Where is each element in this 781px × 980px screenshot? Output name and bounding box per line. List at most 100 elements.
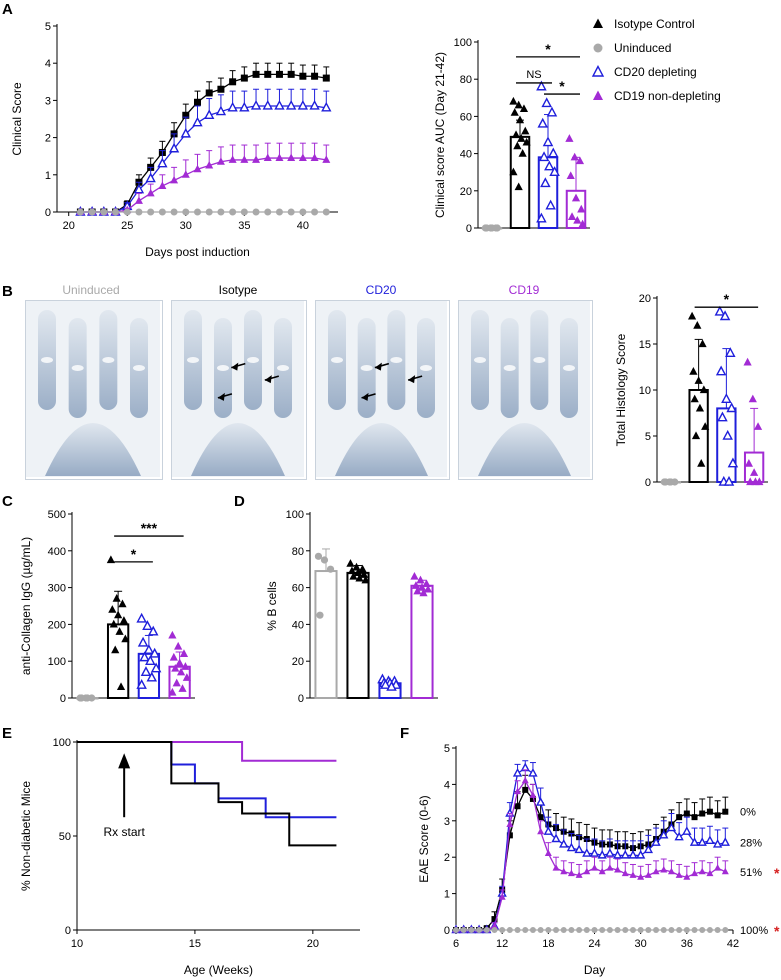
data-point-uninduced: [182, 208, 190, 216]
panel-letter-c: C: [2, 493, 13, 510]
data-point-cd20: [719, 310, 731, 321]
data-point-cd20: [612, 849, 623, 859]
histology-joint: [41, 357, 53, 363]
histology-arrow-head: [217, 392, 225, 401]
data-point-cd19: [252, 155, 261, 163]
legend-marker-isotype: [593, 18, 603, 28]
data-point-uninduced: [147, 208, 155, 216]
data-point-cd20: [559, 838, 569, 848]
x-tick-label: 20: [63, 220, 75, 232]
data-point-isotype: [112, 594, 121, 602]
data-point-cd19: [683, 873, 691, 880]
data-point-isotype: [106, 555, 115, 564]
data-point-cd19: [298, 153, 307, 162]
data-point-cd20: [705, 835, 715, 845]
data-point-cd19: [181, 170, 190, 178]
histology-joint: [102, 357, 115, 363]
data-point-cd20: [712, 838, 723, 848]
data-point-cd19: [193, 164, 202, 173]
data-point-cd19: [182, 673, 191, 681]
data-point-cd19: [413, 586, 422, 595]
data-point-cd20: [536, 212, 547, 223]
data-point-uninduced: [264, 208, 272, 216]
x-tick-label: 15: [189, 938, 201, 950]
bar-isotype: [509, 135, 531, 229]
data-point-isotype: [240, 74, 248, 82]
data-point-isotype: [311, 72, 319, 80]
end-label: 51%: [740, 867, 762, 879]
legend-marker-uninduced: [593, 43, 603, 53]
data-point-isotype: [514, 100, 523, 109]
data-point-uninduced: [170, 208, 178, 216]
data-point-uninduced: [583, 927, 590, 933]
y-tick-label: 60: [292, 583, 304, 595]
data-point-uninduced: [112, 208, 120, 216]
data-point-cd20: [574, 844, 584, 854]
data-point-isotype: [361, 575, 370, 584]
histology-joint: [71, 365, 84, 371]
end-label-star: *: [774, 865, 780, 881]
data-point-isotype: [509, 96, 518, 105]
data-point-cd19: [575, 871, 583, 878]
data-point-cd19: [419, 588, 428, 597]
data-point-cd20: [536, 80, 547, 91]
data-point-cd19: [552, 864, 560, 871]
histology-joint: [217, 365, 229, 371]
data-point-cd19: [621, 869, 629, 877]
chart-D_bar: 0 20 40 60 80 100 % B cells: [265, 509, 438, 705]
y-axis-label: anti-Collagen IgG (µg/mL): [19, 537, 33, 675]
data-point-uninduced: [320, 556, 329, 564]
y-tick-label: 2: [45, 133, 51, 145]
data-point-cd19: [146, 188, 155, 197]
data-point-cd20: [635, 849, 646, 859]
data-point-cd19: [263, 153, 272, 162]
x-tick-label: 25: [121, 220, 133, 232]
data-point-cd20: [180, 127, 191, 138]
data-point-cd19: [287, 153, 296, 162]
data-point-uninduced: [275, 208, 283, 216]
y-tick-label: 60: [460, 111, 472, 123]
data-point-cd20: [537, 117, 548, 128]
histology-joint: [133, 365, 145, 371]
data-point-cd20: [545, 199, 556, 210]
y-tick-label: 40: [460, 149, 472, 161]
data-point-cd19: [168, 687, 177, 696]
data-point-cd20: [285, 99, 297, 110]
data-point-cd19: [750, 468, 759, 476]
data-point-cd20: [689, 837, 700, 846]
series-line-cd20: [80, 105, 327, 213]
data-point-cd20: [145, 172, 156, 183]
data-point-cd19: [614, 865, 622, 873]
data-point-cd19: [537, 827, 545, 835]
data-point-cd19: [158, 181, 167, 189]
data-point-isotype: [205, 89, 213, 97]
data-point-isotype: [691, 431, 701, 440]
histology-arrow-head: [374, 362, 382, 371]
histology-joint: [390, 357, 403, 363]
data-point-isotype: [701, 422, 710, 430]
data-point-cd20: [139, 651, 150, 662]
data-point-uninduced: [568, 927, 575, 933]
data-point-isotype: [506, 832, 513, 839]
panel-letter-e: E: [2, 725, 12, 742]
data-point-cd20: [136, 679, 147, 689]
end-label-star: *: [774, 923, 780, 939]
data-point-uninduced: [205, 208, 213, 216]
data-point-cd20: [538, 151, 550, 162]
y-axis-label: EAE Score (0-6): [417, 795, 431, 882]
data-point-uninduced: [545, 927, 552, 933]
data-point-isotype: [529, 795, 536, 802]
data-point-isotype: [514, 803, 521, 810]
data-point-cd20: [140, 666, 152, 677]
y-tick-label: 100: [454, 37, 472, 49]
data-point-cd19: [570, 152, 579, 161]
data-point-isotype: [118, 599, 127, 608]
data-point-cd19: [753, 422, 763, 430]
y-axis-label: Clinical Score: [10, 82, 24, 156]
data-point-isotype: [217, 85, 225, 93]
significance-label: NS: [526, 69, 541, 81]
data-point-isotype: [510, 108, 519, 116]
data-point-cd19: [698, 867, 706, 875]
y-tick-label: 0: [444, 925, 450, 937]
